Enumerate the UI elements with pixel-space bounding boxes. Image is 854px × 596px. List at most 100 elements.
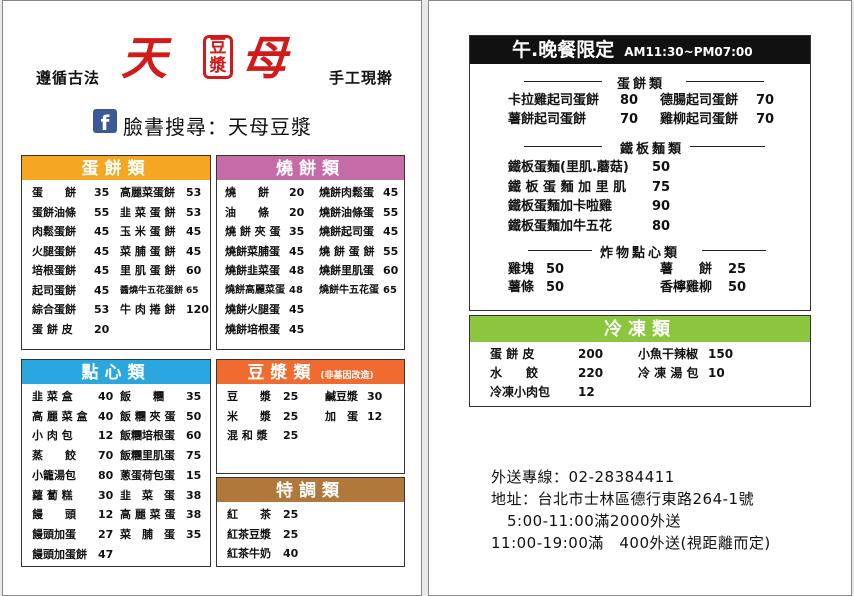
menu-item-name: 鐵板蛋麵加卡啦雞 (508, 199, 613, 214)
menu-item: 高麗菜蛋餅 53 (120, 186, 201, 200)
menu-item: 混 和 漿 25 (227, 429, 298, 443)
menu-item: 饅頭加蛋餅 47 (32, 547, 113, 562)
menu-item-name: 饅頭加蛋餅 (32, 547, 87, 561)
brand-box-logo: 豆 漿 (203, 35, 233, 79)
menu-item-name: 燒餅菜脯蛋 (225, 244, 280, 258)
menu-item: 蔥蛋荷包蛋 15 (120, 469, 201, 483)
menu-item-price: 53 (94, 303, 110, 316)
menu-item: 米 漿 25 (227, 409, 298, 424)
divider (686, 81, 764, 82)
menu-item: 菜 脯 蛋 35 (120, 528, 201, 542)
menu-item: 雞柳起司蛋餅 70 (660, 112, 774, 128)
menu-item-price: 40 (98, 390, 114, 403)
menu-item-name: 加 蛋 (325, 409, 358, 423)
menu-item-price: 70 (620, 112, 639, 127)
contact-delivery-1: 5:00-11:00滿2000外送 (507, 512, 681, 530)
menu-item-price: 12 (98, 429, 114, 443)
menu-item-name: 燒餅里肌蛋 (319, 264, 374, 277)
menu-item-price: 70 (756, 93, 775, 108)
menu-item: 韭 菜 蛋 餅 53 (120, 206, 201, 220)
menu-item: 燒 餅 蛋 餅 55 (319, 244, 398, 259)
menu-item-price: 20 (289, 205, 305, 219)
menu-item-name: 菜 脯 蛋 餅 (120, 244, 176, 258)
menu-item-name: 豆 漿 (227, 390, 271, 403)
menu-item: 冷 凍 湯 包 10 (638, 365, 725, 381)
menu-item: 燒餅起司蛋 45 (319, 225, 398, 239)
menu-item: 玉 米 蛋 餅 45 (120, 225, 201, 239)
contact-address: 地址：台北市士林區德行東路264-1號 (491, 490, 755, 508)
menu-item-name: 紅茶豆漿 (227, 527, 271, 541)
menu-item: 鐵板蛋麵加牛五花 80 (508, 219, 670, 235)
menu-item-price: 120 (186, 303, 209, 316)
frozen-title: 冷凍類 (470, 316, 810, 342)
menu-item: 燒餅肉鬆蛋 45 (319, 186, 398, 200)
menu-item: 饅頭加蛋 27 (32, 527, 113, 542)
menu-item: 牛 肉 捲 餅 120 (120, 303, 209, 317)
menu-item-price: 80 (652, 218, 671, 234)
menu-item: 飯糰培根蛋 60 (120, 429, 201, 443)
menu-item-price: 25 (283, 508, 299, 521)
menu-item-name: 火腿蛋餅 (32, 244, 76, 258)
menu-item-name: 里 肌 蛋 餅 (120, 264, 176, 277)
menu-item-price: 12 (367, 409, 383, 423)
menu-item-price: 45 (94, 264, 110, 277)
menu-item: 鹹豆漿 30 (325, 390, 382, 404)
menu-item-name: 綜合蛋餅 (32, 303, 76, 316)
menu-item-price: 75 (186, 449, 202, 463)
menu-item: 鐵 板 蛋 麵 加 里 肌 75 (508, 180, 670, 196)
menu-item-price: 35 (94, 186, 110, 199)
menu-item-name: 燒 餅 蛋 餅 (319, 244, 375, 258)
menu-item: 水 餃 220 (490, 365, 603, 381)
menu-item: 飯 糰 夾 蛋 50 (120, 410, 201, 424)
menu-item: 燒餅牛五花蛋 65 (319, 284, 397, 298)
menu-item: 雞塊 50 (508, 262, 564, 278)
menu-item: 燒餅菜脯蛋 45 (225, 244, 304, 259)
menu-item: 紅茶牛奶 40 (227, 547, 298, 561)
menu-item-name: 燒餅火腿蛋 (225, 303, 280, 316)
menu-item-price: 50 (546, 262, 565, 277)
menu-item-name: 冷 凍 湯 包 (638, 366, 699, 380)
menu-item: 蛋餅油條 55 (32, 206, 109, 220)
menu-item-name: 肉鬆蛋餅 (32, 225, 76, 238)
menu-item-name: 米 漿 (227, 409, 271, 423)
soy-milk-section: 豆漿類 (非基因改造) 豆 漿 25 米 漿 25 混 和 漿 25 鹹豆漿 30 加 蛋 12 (216, 359, 405, 474)
menu-item: 饅 頭 12 (32, 508, 113, 522)
menu-item-price: 48 (289, 264, 305, 277)
menu-item-name: 雞柳起司蛋餅 (660, 112, 739, 127)
menu-item-name: 燒餅油條蛋 (319, 205, 374, 219)
menu-item: 燒餅高麗菜蛋 48 (225, 284, 303, 298)
divider (528, 250, 592, 251)
brand-box-char-1: 豆 (209, 37, 227, 57)
menu-item-price: 10 (708, 366, 725, 380)
menu-item-name: 韭 菜 盒 (32, 390, 73, 403)
menu-item-price: 45 (383, 225, 399, 238)
menu-item: 蛋 餅 皮 200 (490, 346, 603, 362)
menu-item-name: 饅頭加蛋 (32, 527, 76, 541)
dinner-noodle-subtitle: 鐵板麵類 (620, 142, 685, 157)
menu-item-price: 150 (708, 347, 734, 361)
menu-item: 德腸起司蛋餅 70 (660, 93, 774, 109)
menu-item-name: 紅茶牛奶 (227, 547, 271, 560)
menu-item-price: 220 (578, 366, 604, 380)
menu-item: 蛋 餅 皮 20 (32, 322, 109, 337)
menu-item-name: 鹹豆漿 (325, 390, 358, 403)
soy-milk-title: 豆漿類 (247, 363, 317, 383)
egg-pancake-title: 蛋餅類 (22, 156, 210, 180)
menu-item-price: 50 (186, 409, 202, 423)
menu-item: 卡拉雞起司蛋餅 80 (508, 93, 638, 109)
menu-item: 燒餅培根蛋 45 (225, 323, 304, 337)
dinner-section: 午.晚餐限定 AM11:30~PM07:00 蛋餅類 卡拉雞起司蛋餅 80 薯餅起司蛋… (469, 35, 811, 311)
dim-sum-section: 點心類 韭 菜 盒 40 高 麗 菜 盒 40 小 肉 包 12 蒸 餃 70 小籠湯包 80 蘿 … (21, 359, 211, 567)
menu-item: 燒 餅 夾 蛋 35 (225, 225, 304, 239)
menu-item-price: 80 (98, 468, 114, 482)
menu-item-price: 50 (652, 160, 671, 175)
menu-item: 高 麗 菜 蛋 38 (120, 508, 201, 522)
menu-item-name: 卡拉雞起司蛋餅 (508, 93, 600, 108)
menu-item-name: 蘿 蔔 糕 (32, 488, 73, 502)
menu-item-price: 20 (94, 322, 110, 336)
menu-item-name: 燒餅起司蛋 (319, 225, 374, 238)
divider (524, 146, 602, 147)
menu-item-name: 小 肉 包 (32, 429, 73, 443)
menu-item-name: 混 和 漿 (227, 429, 268, 442)
menu-item-name: 蛋 餅 皮 (32, 322, 73, 336)
